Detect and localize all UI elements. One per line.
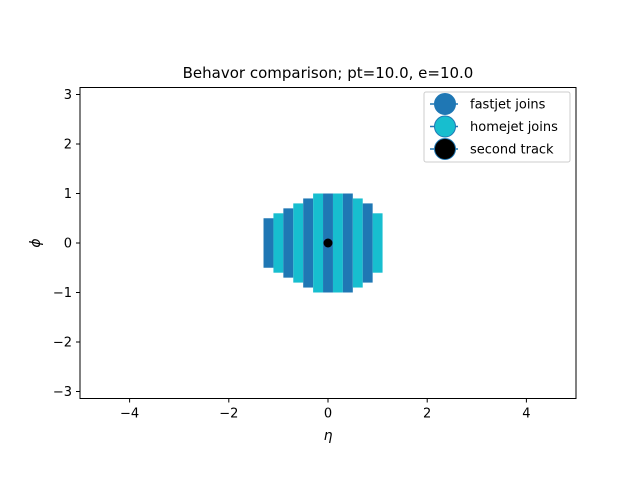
- heatmap-column: [332, 193, 343, 293]
- y-tick-label: 0: [64, 237, 72, 252]
- x-axis-label: η: [324, 428, 333, 444]
- y-axis-ticks: −3 −2 −1 0 1 2 3: [53, 88, 80, 400]
- heatmap-column: [293, 203, 304, 283]
- heatmap-column: [362, 203, 373, 283]
- heatmap-column: [273, 213, 284, 273]
- y-tick-label: 3: [64, 88, 72, 103]
- heatmap-column: [263, 218, 274, 268]
- legend-label: second track: [470, 143, 554, 158]
- legend-entries: fastjet joins homejet joins second track: [430, 93, 558, 160]
- y-tick-label: 1: [64, 187, 72, 202]
- legend-box: [423, 91, 571, 163]
- legend-marker: [434, 115, 456, 138]
- heatmap-column: [372, 213, 383, 273]
- legend: fastjet joins homejet joins second track: [423, 91, 571, 163]
- heatmap-column: [303, 198, 314, 288]
- second-track-point: [323, 238, 333, 248]
- y-tick-label: −1: [53, 286, 72, 301]
- heatmap-column: [342, 193, 353, 293]
- legend-label: fastjet joins: [470, 98, 546, 113]
- x-axis-ticks: −4 −2 0 2 4: [120, 398, 531, 422]
- x-tick-label: 4: [522, 407, 530, 422]
- heatmap-column: [283, 208, 294, 278]
- points-layer: [323, 238, 333, 248]
- heatmap-column: [352, 198, 363, 288]
- heatmap-column: [313, 193, 324, 293]
- y-tick-label: −3: [53, 385, 72, 400]
- y-tick-label: −2: [53, 335, 72, 350]
- legend-label: homejet joins: [470, 120, 558, 135]
- legend-marker: [434, 93, 456, 115]
- x-tick-label: 0: [324, 407, 332, 422]
- y-tick-label: 2: [64, 138, 72, 153]
- x-tick-label: 2: [423, 407, 431, 422]
- x-tick-label: −2: [219, 407, 238, 422]
- y-axis-label: ϕ: [28, 238, 44, 247]
- chart-title: Behavor comparison; pt=10.0, e=10.0: [183, 64, 474, 82]
- x-tick-label: −4: [120, 407, 139, 422]
- legend-marker: [434, 138, 456, 160]
